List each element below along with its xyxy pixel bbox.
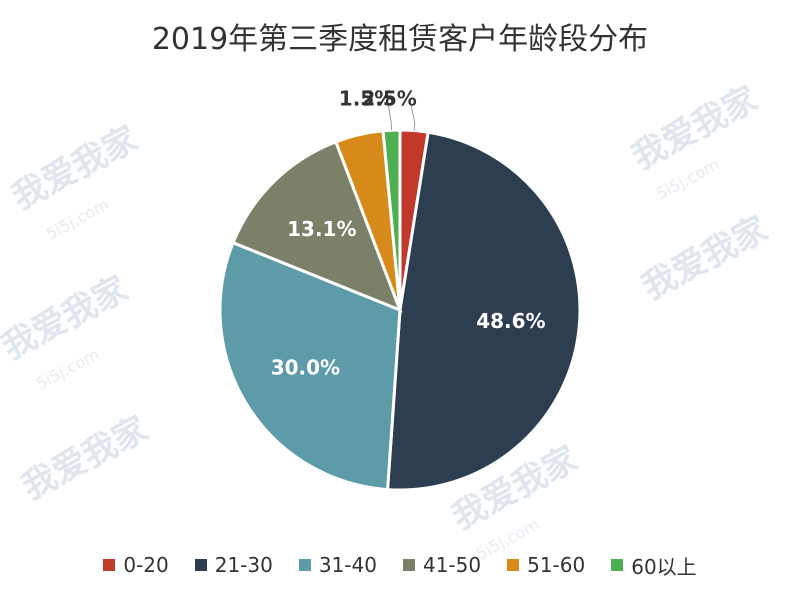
data-label-31-40: 30.0% <box>271 356 340 380</box>
pie-slice-60以上 <box>381 128 402 311</box>
data-label-41-50: 13.1% <box>287 217 356 241</box>
legend-item-31-40: 31-40 <box>298 553 377 577</box>
legend-item-60以上: 60以上 <box>611 551 697 580</box>
leader-line-0-20 <box>410 105 416 131</box>
legend-swatch <box>298 559 311 571</box>
legend-item-51-60: 51-60 <box>507 553 585 577</box>
legend-swatch <box>103 559 116 571</box>
legend-swatch <box>194 559 207 571</box>
chart-title: 2019年第三季度租赁客户年龄段分布 <box>151 22 649 57</box>
data-label-21-30: 48.6% <box>476 309 545 333</box>
legend-label: 41-50 <box>422 553 482 577</box>
pie-slice-41-50 <box>231 139 403 313</box>
legend-item-0-20: 0-20 <box>103 553 169 577</box>
legend-label: 31-40 <box>318 553 377 577</box>
pie-slice-31-40 <box>218 240 402 492</box>
legend-item-21-30: 21-30 <box>194 553 273 577</box>
pie-slice-21-30 <box>385 130 582 492</box>
legend-swatch <box>611 559 624 571</box>
legend-label: 21-30 <box>214 553 273 577</box>
legend-label: 51-60 <box>527 553 586 577</box>
data-label-60以上: 1.5% <box>339 87 394 111</box>
legend-label: 0-20 <box>123 553 169 577</box>
legend: 0-20 21-30 31-40 41-50 51-60 60以上 <box>0 550 800 580</box>
data-label-0-20: 2.5% <box>361 87 416 111</box>
legend-label: 60以上 <box>631 554 697 579</box>
legend-swatch <box>507 559 520 571</box>
legend-item-41-50: 41-50 <box>402 553 482 577</box>
legend-swatch <box>402 559 415 571</box>
leader-line-60以上 <box>388 105 393 131</box>
